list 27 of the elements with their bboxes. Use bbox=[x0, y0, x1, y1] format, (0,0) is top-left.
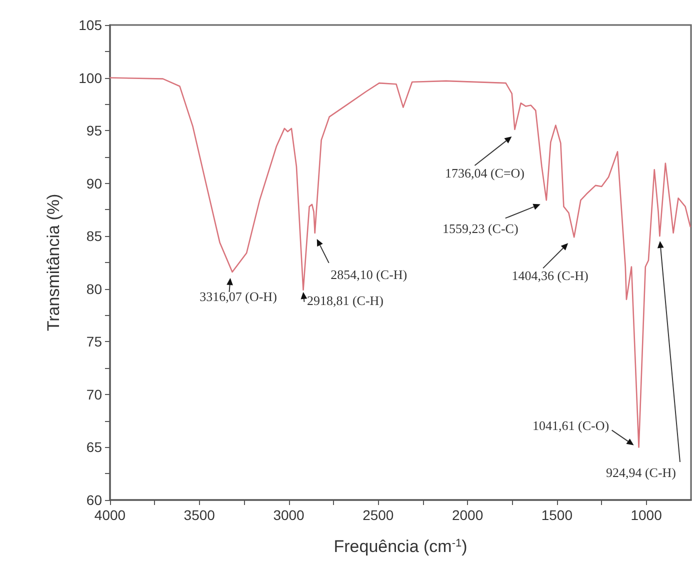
y-tick-label: 80 bbox=[86, 280, 102, 297]
annotation: 1041,61 (C-O) bbox=[532, 418, 610, 434]
y-tick-label: 85 bbox=[86, 228, 102, 244]
y-tick-label: 105 bbox=[78, 17, 102, 33]
y-tick-label: 70 bbox=[86, 386, 102, 402]
x-tick-label: 2000 bbox=[452, 507, 484, 523]
y-axis-title: Transmitância (%) bbox=[44, 194, 63, 332]
x-tick-label: 3500 bbox=[184, 507, 216, 523]
annotation: 3316,07 (O-H) bbox=[200, 288, 277, 304]
x-tick-label: 1500 bbox=[541, 507, 573, 523]
annotation: 2854,10 (C-H) bbox=[330, 266, 408, 282]
y-tick-label: 95 bbox=[86, 122, 102, 139]
x-tick-label: 1000 bbox=[630, 507, 662, 523]
y-tick-label: 90 bbox=[86, 175, 102, 192]
annotation: 2918,81 (C-H) bbox=[306, 292, 384, 308]
annotation: 1736,04 (C=O) bbox=[444, 165, 525, 180]
annotation: 1404,36 (C-H) bbox=[512, 268, 588, 284]
y-tick-label: 65 bbox=[86, 439, 102, 456]
x-tick-label: 4000 bbox=[94, 507, 126, 523]
line-series bbox=[109, 77, 691, 448]
x-tick-label: 3000 bbox=[273, 507, 305, 523]
y-tick-label: 100 bbox=[78, 70, 102, 86]
x-tick-label: 2500 bbox=[362, 507, 394, 523]
y-tick-label: 75 bbox=[86, 334, 102, 350]
y-tick-label: 60 bbox=[86, 492, 102, 508]
annotation: 1559,23 (C-C) bbox=[442, 221, 518, 236]
annotation: 924,94 (C-H) bbox=[606, 464, 676, 480]
